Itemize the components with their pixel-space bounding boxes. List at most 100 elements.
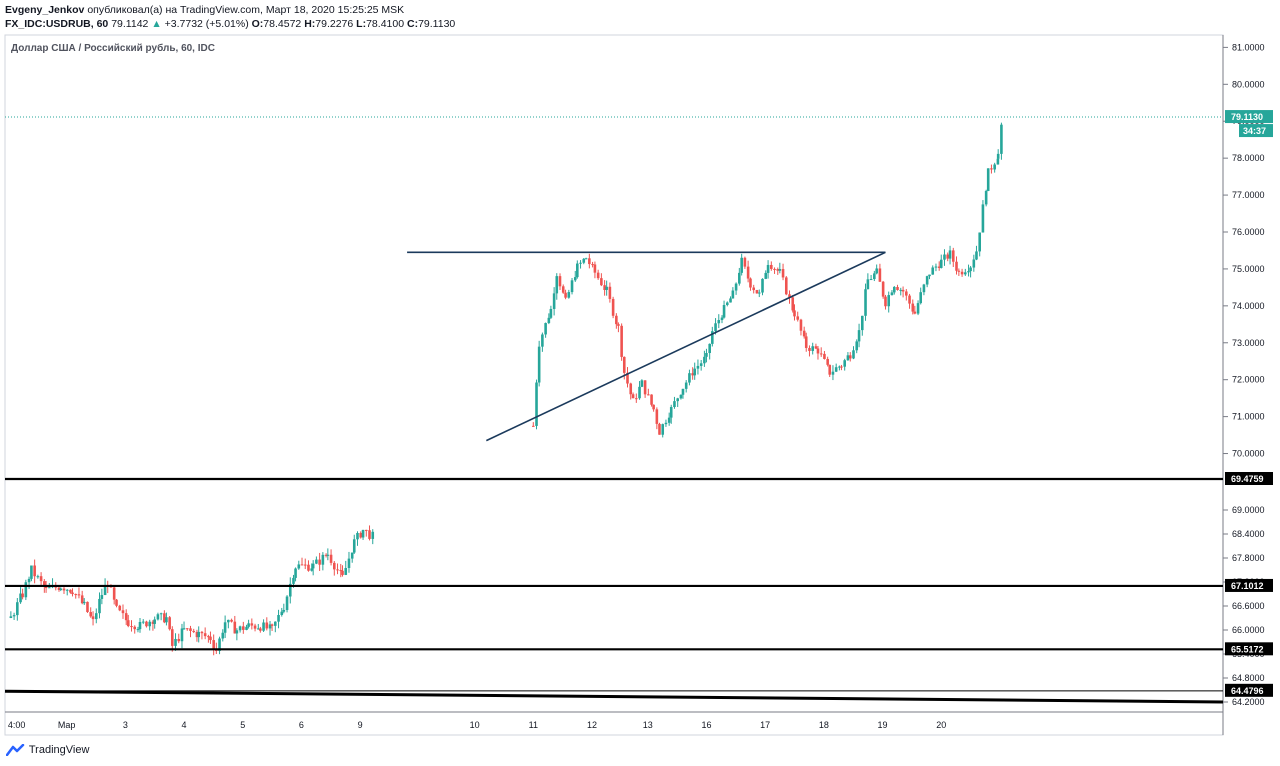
lower-candle bbox=[262, 622, 265, 631]
upper-tick-label: 81.0000 bbox=[1232, 42, 1265, 52]
lower-candle bbox=[352, 539, 356, 553]
lower-candle bbox=[238, 626, 242, 631]
upper-candle bbox=[831, 371, 835, 375]
upper-candle bbox=[679, 394, 683, 399]
lower-candle bbox=[59, 588, 63, 590]
lower-candle bbox=[280, 611, 284, 616]
upper-candle bbox=[793, 310, 796, 317]
lower-candle bbox=[329, 554, 333, 563]
upper-candle bbox=[846, 355, 850, 361]
upper-candle bbox=[857, 330, 861, 342]
lower-candle bbox=[268, 624, 272, 629]
upper-candle bbox=[555, 276, 559, 294]
upper-candle bbox=[986, 168, 990, 191]
last-price-tag-label: 79.1130 bbox=[1231, 112, 1263, 122]
lower-tick-label: 64.2000 bbox=[1232, 697, 1265, 707]
lower-candle bbox=[245, 626, 248, 630]
upper-candle bbox=[611, 298, 615, 316]
lower-candle bbox=[115, 599, 118, 606]
lower-candle bbox=[321, 554, 325, 565]
upper-candle bbox=[655, 409, 659, 424]
upper-candle bbox=[699, 363, 703, 366]
upper-candle bbox=[934, 266, 938, 268]
upper-candle bbox=[834, 367, 838, 372]
upper-candle bbox=[600, 278, 603, 286]
upper-candle bbox=[667, 417, 671, 423]
upper-candle bbox=[984, 190, 988, 205]
upper-candle bbox=[864, 289, 867, 316]
lower-candle bbox=[48, 587, 51, 589]
upper-candle bbox=[866, 279, 870, 290]
lower-candle bbox=[292, 577, 295, 584]
lower-candle bbox=[27, 578, 31, 583]
lower-candle bbox=[361, 529, 365, 538]
upper-candle bbox=[608, 286, 612, 299]
upper-candle bbox=[972, 259, 976, 268]
upper-candle bbox=[887, 295, 891, 307]
lower-candle bbox=[141, 621, 145, 623]
upper-candle bbox=[620, 325, 623, 357]
upper-candle bbox=[848, 355, 852, 359]
lower-candle bbox=[277, 615, 280, 622]
lower-candle bbox=[98, 598, 101, 614]
upper-candle bbox=[969, 267, 972, 272]
upper-candle bbox=[650, 394, 653, 405]
upper-candle bbox=[770, 264, 773, 269]
lower-candle bbox=[82, 601, 86, 604]
upper-tick-label: 75.0000 bbox=[1232, 264, 1265, 274]
lower-candle bbox=[230, 619, 233, 622]
lower-candle bbox=[223, 622, 227, 633]
time-tick-label: 12 bbox=[587, 720, 597, 730]
level-price-tag-label: 69.4759 bbox=[1231, 474, 1264, 484]
upper-candle bbox=[547, 317, 551, 324]
upper-candle bbox=[931, 267, 935, 275]
upper-candle bbox=[860, 315, 864, 331]
lower-candle bbox=[212, 640, 215, 649]
upper-candle bbox=[896, 286, 899, 290]
change-arrow-icon: ▲ bbox=[151, 18, 162, 30]
lower-candle bbox=[174, 638, 177, 646]
upper-candle bbox=[925, 276, 929, 285]
upper-candle bbox=[605, 286, 608, 290]
upper-candle bbox=[714, 323, 717, 332]
tradingview-logo-icon bbox=[5, 743, 25, 757]
lower-candle bbox=[359, 532, 363, 538]
price-tags: 79.1130 34:37 69.4759 67.1012 65.5172 64.4796 bbox=[1225, 110, 1273, 697]
upper-candle bbox=[916, 303, 920, 314]
upper-candle bbox=[776, 269, 780, 271]
symbol-label[interactable]: FX_IDC:USDRUB, 60 bbox=[5, 18, 109, 30]
lower-candle bbox=[103, 585, 107, 596]
lower-candle bbox=[36, 576, 40, 578]
lower-candle bbox=[350, 552, 354, 559]
lower-candle bbox=[124, 613, 128, 621]
upper-candle bbox=[617, 324, 620, 326]
upper-candle bbox=[993, 164, 996, 170]
lower-candle bbox=[43, 581, 46, 587]
lower-candle bbox=[339, 570, 343, 572]
upper-candle bbox=[564, 292, 567, 298]
upper-candle bbox=[688, 373, 691, 383]
upper-candle bbox=[881, 281, 885, 297]
footer-brand[interactable]: TradingView bbox=[5, 743, 89, 757]
upper-candle bbox=[967, 271, 970, 273]
lower-candle bbox=[136, 629, 140, 631]
lower-candle bbox=[333, 562, 336, 570]
upper-candle bbox=[757, 292, 761, 294]
lower-candle bbox=[336, 569, 339, 571]
lower-candle bbox=[303, 564, 307, 566]
upper-candle bbox=[746, 266, 750, 279]
author-name[interactable]: Evgeny_Jenkov bbox=[5, 4, 85, 16]
lower-candle bbox=[270, 624, 274, 626]
upper-candle bbox=[788, 294, 791, 298]
support-trendline bbox=[485, 251, 886, 442]
upper-candles bbox=[531, 122, 1003, 438]
upper-candle bbox=[855, 341, 859, 351]
upper-candle bbox=[892, 286, 896, 293]
lower-candle bbox=[12, 615, 16, 617]
lower-candle bbox=[368, 530, 371, 539]
upper-candle bbox=[615, 315, 618, 325]
lower-candle bbox=[57, 587, 61, 590]
upper-candle bbox=[955, 261, 958, 271]
level-price-tag bbox=[1225, 578, 1273, 592]
